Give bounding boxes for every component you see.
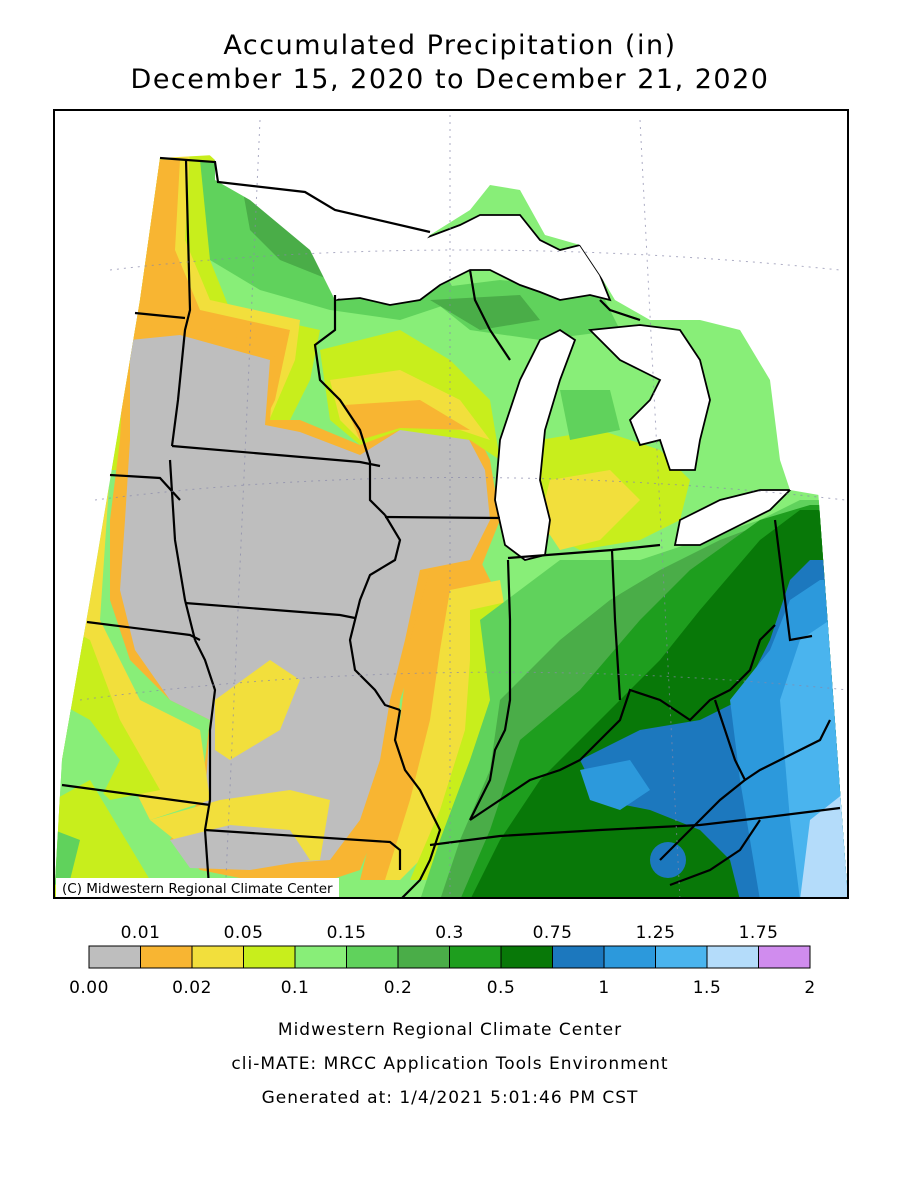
legend-bottom-label: 0.2: [384, 978, 413, 998]
footer-tool: cli-MATE: MRCC Application Tools Environ…: [231, 1054, 669, 1074]
precip-field: [54, 125, 848, 898]
legend-swatch-11: [655, 945, 708, 969]
map-title: Accumulated Precipitation (in): [223, 30, 677, 61]
legend-swatch-9: [552, 945, 605, 969]
legend-top-label: 1.75: [739, 923, 779, 943]
legend-top-label: 0.15: [327, 923, 367, 943]
footer-org: Midwestern Regional Climate Center: [277, 1020, 623, 1040]
legend-top-label: 0.75: [533, 923, 573, 943]
legend-swatch-6: [397, 945, 450, 969]
map-date-range: December 15, 2020 to December 21, 2020: [130, 64, 770, 95]
legend-bottom-label: 0.5: [487, 978, 516, 998]
legend-swatch-5: [346, 945, 399, 969]
legend-swatch-0: [88, 945, 141, 969]
map-frame: [53, 109, 849, 899]
legend-top-label: 0.05: [224, 923, 264, 943]
credit-text: (C) Midwestern Regional Climate Center: [62, 881, 333, 897]
legend-swatch-8: [500, 945, 553, 969]
legend-bottom-label: 0.1: [281, 978, 310, 998]
legend-top-label: 0.3: [435, 923, 464, 943]
great-lakes: [334, 214, 793, 561]
footer-generated: Generated at: 1/4/2021 5:01:46 PM CST: [261, 1088, 639, 1108]
legend-swatch-10: [603, 945, 656, 969]
legend-swatch-7: [449, 945, 502, 969]
state-borders: [61, 156, 841, 898]
color-legend: 0.00 0.02 0.1 0.2 0.5 1 1.5 2 0.01 0.05 0.15 0.3 0.7…: [69, 923, 815, 998]
map-credit: (C) Midwestern Regional Climate Center: [56, 878, 339, 897]
legend-bottom-label: 1: [598, 978, 609, 998]
legend-swatch-2: [191, 945, 244, 969]
legend-bottom-label: 0.00: [69, 978, 109, 998]
legend-swatch-12: [706, 945, 759, 969]
legend-swatch-4: [294, 945, 347, 969]
graticule: [79, 115, 848, 898]
legend-bottom-label: 0.02: [172, 978, 212, 998]
legend-bottom-label: 2: [804, 978, 815, 998]
legend-bottom-label: 1.5: [693, 978, 722, 998]
legend-swatch-1: [140, 945, 193, 969]
legend-swatch-3: [243, 945, 296, 969]
legend-swatch-13: [758, 945, 811, 969]
legend-top-label: 0.01: [121, 923, 161, 943]
legend-top-label: 1.25: [636, 923, 676, 943]
